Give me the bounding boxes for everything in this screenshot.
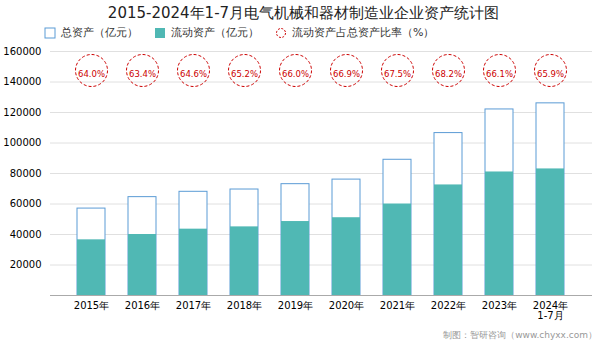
svg-text:120000: 120000	[3, 107, 41, 118]
svg-text:2019年: 2019年	[278, 300, 313, 311]
svg-text:60000: 60000	[10, 198, 42, 209]
svg-text:67.5%: 67.5%	[384, 69, 411, 79]
svg-text:2016年: 2016年	[125, 300, 160, 311]
html-text:流动资产占总资产比率（%）: 流动资产占总资产比率（%）	[292, 26, 435, 39]
html-text:总资产（亿元）: 总资产（亿元）	[61, 26, 138, 39]
svg-text:68.2%: 68.2%	[435, 69, 462, 79]
svg-text:160000: 160000	[3, 46, 41, 57]
svg-text:20000: 20000	[10, 259, 42, 270]
svg-text:2018年: 2018年	[227, 300, 262, 311]
svg-text:2021年: 2021年	[380, 300, 415, 311]
svg-text:2022年: 2022年	[431, 300, 466, 311]
svg-text:2024年1-7月: 2024年1-7月	[533, 300, 568, 321]
svg-text:66.0%: 66.0%	[282, 69, 309, 79]
html-text:2015-2024年1-7月电气机械和器材制造业企业资产统计: 2015-2024年1-7月电气机械和器材制造业企业资产统计图	[107, 4, 500, 22]
svg-text:40000: 40000	[10, 229, 42, 240]
svg-text:64.6%: 64.6%	[180, 69, 207, 79]
svg-text:63.4%: 63.4%	[129, 69, 156, 79]
svg-text:140000: 140000	[3, 76, 41, 87]
svg-text:66.1%: 66.1%	[486, 69, 513, 79]
svg-text:2015年: 2015年	[74, 300, 109, 311]
html-text:流动资产（亿元）: 流动资产（亿元）	[171, 26, 259, 39]
svg-text:64.0%: 64.0%	[78, 69, 105, 79]
html-text:制图：智研咨询（www.chyxx.com）: 制图：智研咨询（www.chyxx.com）	[443, 330, 597, 340]
svg-text:65.2%: 65.2%	[231, 69, 258, 79]
svg-text:66.9%: 66.9%	[333, 69, 360, 79]
svg-text:65.9%: 65.9%	[537, 69, 564, 79]
svg-text:2017年: 2017年	[176, 300, 211, 311]
svg-text:2020年: 2020年	[329, 300, 364, 311]
svg-text:2023年: 2023年	[482, 300, 517, 311]
svg-text:100000: 100000	[3, 137, 41, 148]
svg-text:80000: 80000	[10, 168, 42, 179]
